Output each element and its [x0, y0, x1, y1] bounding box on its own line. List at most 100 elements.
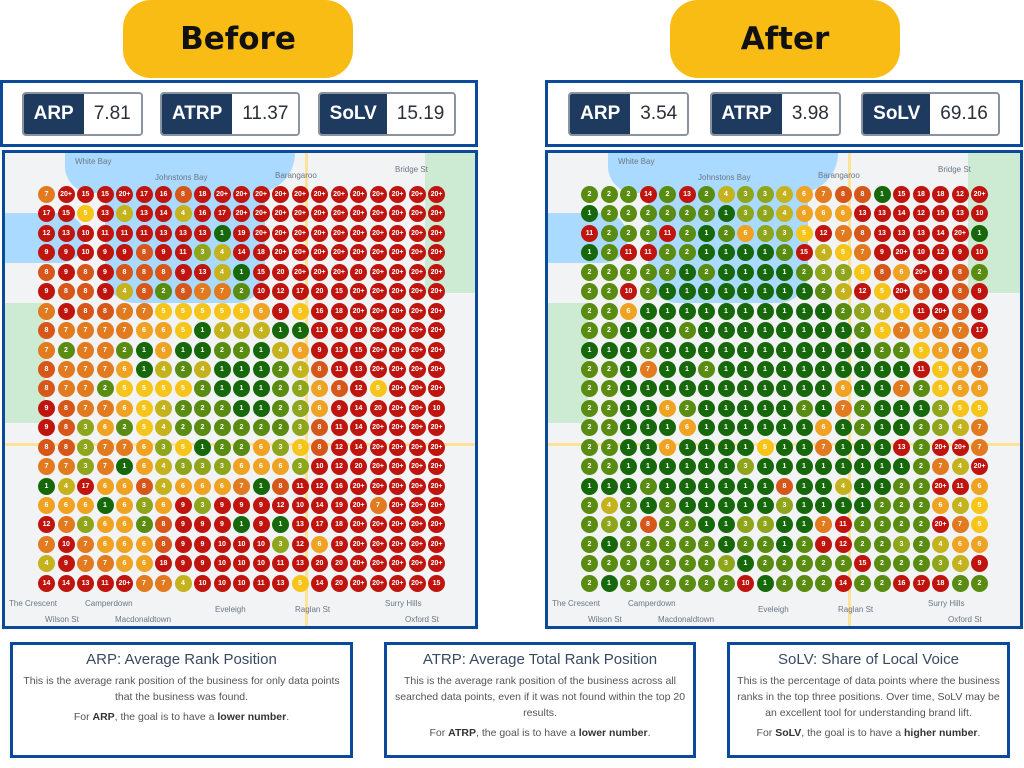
rank-pin[interactable]: 13: [174, 224, 192, 242]
rank-pin[interactable]: 2: [272, 399, 289, 417]
rank-pin[interactable]: 1: [291, 322, 309, 340]
rank-pin[interactable]: 11: [116, 224, 133, 242]
rank-pin[interactable]: 2: [620, 263, 637, 281]
rank-pin[interactable]: 7: [77, 555, 94, 573]
rank-pin[interactable]: 20+: [369, 360, 387, 378]
rank-pin[interactable]: 1: [737, 341, 754, 359]
rank-pin[interactable]: 2: [893, 516, 910, 534]
rank-pin[interactable]: 5: [932, 360, 949, 378]
rank-pin[interactable]: 6: [311, 399, 328, 417]
rank-pin[interactable]: 12: [272, 497, 289, 514]
rank-pin[interactable]: 4: [834, 477, 852, 495]
rank-pin[interactable]: 20: [272, 263, 289, 281]
rank-pin[interactable]: 2: [57, 341, 75, 359]
rank-pin[interactable]: 9: [174, 535, 192, 553]
rank-pin[interactable]: 1: [639, 302, 657, 320]
rank-pin[interactable]: 7: [116, 438, 133, 456]
rank-pin[interactable]: 5: [932, 380, 949, 398]
rank-pin[interactable]: 17: [971, 322, 988, 340]
rank-pin[interactable]: 7: [38, 535, 55, 553]
rank-pin[interactable]: 2: [639, 224, 657, 242]
rank-pin[interactable]: 20+: [971, 458, 988, 476]
rank-pin[interactable]: 5: [135, 419, 153, 437]
rank-pin[interactable]: 9: [213, 516, 231, 534]
rank-pin[interactable]: 2: [678, 244, 696, 262]
rank-pin[interactable]: 7: [116, 302, 133, 320]
rank-pin[interactable]: 1: [698, 516, 715, 534]
rank-pin[interactable]: 9: [174, 555, 192, 573]
rank-pin[interactable]: 20+: [213, 186, 231, 203]
rank-pin[interactable]: 5: [971, 497, 988, 514]
rank-pin[interactable]: 1: [854, 497, 871, 514]
rank-pin[interactable]: 2: [233, 283, 250, 301]
rank-pin[interactable]: 18: [252, 244, 270, 262]
rank-pin[interactable]: 1: [659, 360, 676, 378]
rank-pin[interactable]: 20+: [428, 555, 445, 573]
rank-pin[interactable]: 1: [678, 438, 696, 456]
rank-pin[interactable]: 20: [350, 458, 367, 476]
rank-pin[interactable]: 5: [291, 574, 309, 592]
rank-pin[interactable]: 20+: [369, 438, 387, 456]
rank-pin[interactable]: 2: [581, 497, 598, 514]
rank-pin[interactable]: 13: [291, 555, 309, 573]
rank-pin[interactable]: 10: [252, 535, 270, 553]
rank-pin[interactable]: 20+: [428, 438, 445, 456]
rank-pin[interactable]: 12: [38, 224, 55, 242]
rank-pin[interactable]: 2: [600, 399, 618, 417]
rank-pin[interactable]: 2: [581, 535, 598, 553]
rank-pin[interactable]: 15: [57, 205, 75, 223]
rank-pin[interactable]: 6: [815, 419, 832, 437]
rank-pin[interactable]: 1: [639, 322, 657, 340]
rank-pin[interactable]: 9: [96, 244, 114, 262]
rank-pin[interactable]: 20+: [291, 186, 309, 203]
rank-pin[interactable]: 1: [678, 341, 696, 359]
rank-pin[interactable]: 1: [717, 380, 735, 398]
rank-pin[interactable]: 8: [38, 438, 55, 456]
rank-pin[interactable]: 20+: [428, 458, 445, 476]
rank-pin[interactable]: 8: [272, 477, 289, 495]
rank-pin[interactable]: 13: [951, 205, 969, 223]
rank-pin[interactable]: 13: [291, 516, 309, 534]
rank-pin[interactable]: 10: [971, 205, 988, 223]
rank-pin[interactable]: 2: [678, 574, 696, 592]
rank-pin[interactable]: 8: [330, 380, 348, 398]
rank-pin[interactable]: 1: [776, 516, 793, 534]
rank-pin[interactable]: 1: [737, 419, 754, 437]
rank-pin[interactable]: 2: [620, 535, 637, 553]
rank-pin[interactable]: 7: [369, 497, 387, 514]
rank-pin[interactable]: 1: [698, 419, 715, 437]
rank-pin[interactable]: 1: [737, 477, 754, 495]
rank-pin[interactable]: 9: [38, 399, 55, 417]
rank-pin[interactable]: 20+: [932, 516, 949, 534]
rank-pin[interactable]: 2: [116, 341, 133, 359]
rank-pin[interactable]: 2: [659, 263, 676, 281]
rank-pin[interactable]: 10: [77, 244, 94, 262]
rank-pin[interactable]: 20+: [389, 438, 406, 456]
rank-pin[interactable]: 10: [291, 497, 309, 514]
rank-pin[interactable]: 1: [213, 360, 231, 378]
rank-pin[interactable]: 20+: [932, 477, 949, 495]
rank-pin[interactable]: 12: [912, 205, 930, 223]
rank-pin[interactable]: 20+: [291, 263, 309, 281]
rank-pin[interactable]: 2: [912, 438, 930, 456]
rank-pin[interactable]: 2: [581, 458, 598, 476]
rank-pin[interactable]: 20+: [389, 341, 406, 359]
rank-pin[interactable]: 1: [795, 380, 813, 398]
rank-pin[interactable]: 1: [698, 497, 715, 514]
rank-pin[interactable]: 11: [912, 302, 930, 320]
rank-pin[interactable]: 17: [38, 205, 55, 223]
rank-pin[interactable]: 20+: [408, 263, 426, 281]
rank-pin[interactable]: 2: [698, 360, 715, 378]
rank-pin[interactable]: 2: [272, 360, 289, 378]
rank-pin[interactable]: 4: [57, 477, 75, 495]
rank-pin[interactable]: 1: [659, 283, 676, 301]
rank-pin[interactable]: 15: [252, 263, 270, 281]
rank-pin[interactable]: 1: [620, 419, 637, 437]
rank-pin[interactable]: 9: [971, 555, 988, 573]
rank-pin[interactable]: 6: [194, 477, 211, 495]
rank-pin[interactable]: 1: [737, 380, 754, 398]
rank-pin[interactable]: 1: [620, 341, 637, 359]
rank-pin[interactable]: 20+: [428, 302, 445, 320]
rank-pin[interactable]: 11: [174, 244, 192, 262]
rank-pin[interactable]: 1: [717, 419, 735, 437]
